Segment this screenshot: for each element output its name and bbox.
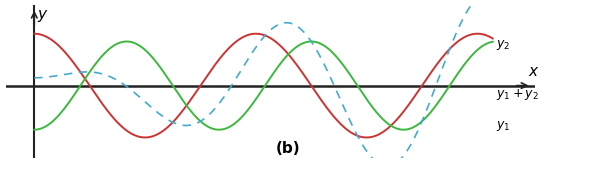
Text: (b): (b) [276,141,300,156]
Text: $y_1 + y_2$: $y_1 + y_2$ [496,87,539,103]
Text: $x$: $x$ [528,64,539,79]
Text: $y$: $y$ [37,8,49,24]
Text: $y_1$: $y_1$ [496,119,511,133]
Text: $y_2$: $y_2$ [496,38,511,52]
